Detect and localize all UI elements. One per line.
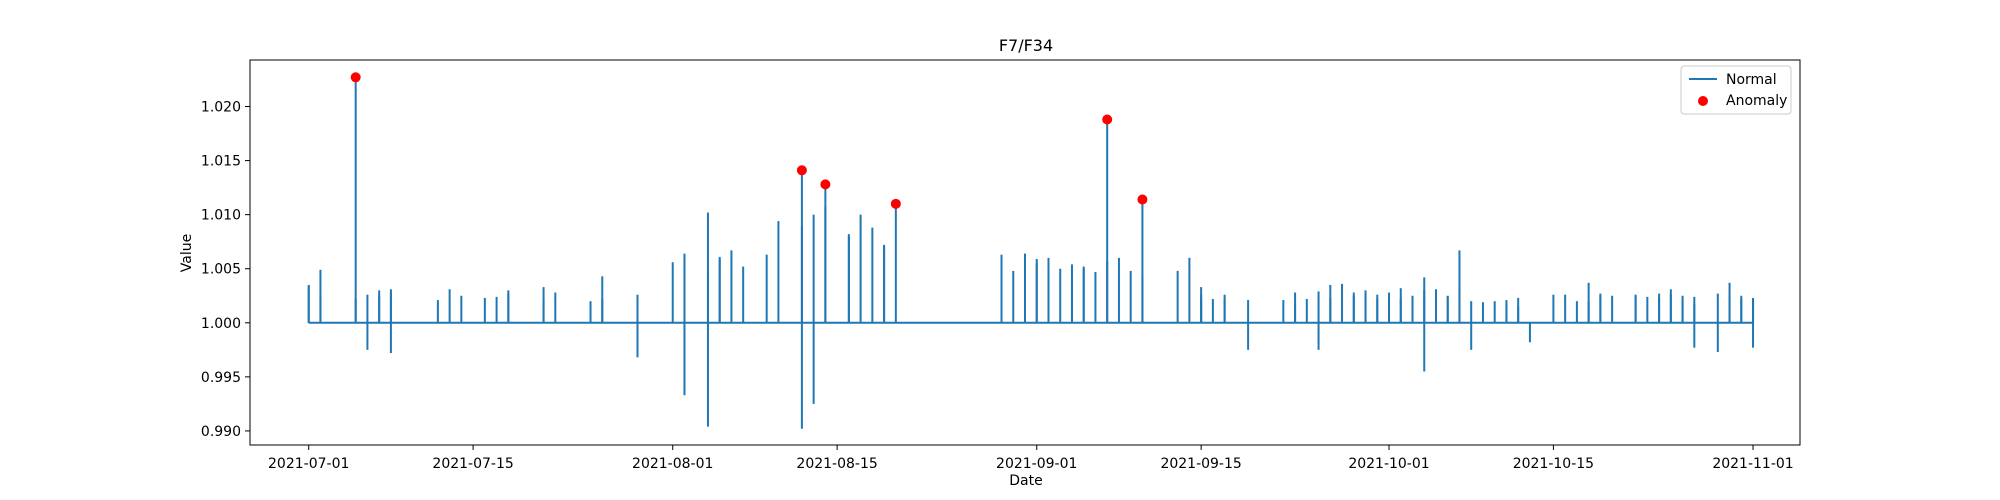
y-tick-label: 1.020 xyxy=(201,100,241,116)
x-tick-label: 2021-08-01 xyxy=(632,456,713,472)
y-tick-label: 1.010 xyxy=(201,208,241,224)
x-tick-label: 2021-07-01 xyxy=(268,456,349,472)
legend-normal-label: Normal xyxy=(1726,72,1777,88)
y-tick-label: 1.015 xyxy=(201,154,241,170)
x-tick-label: 2021-11-01 xyxy=(1712,456,1793,472)
x-tick-label: 2021-10-01 xyxy=(1348,456,1429,472)
anomaly-series xyxy=(350,72,1148,209)
y-tick-label: 1.005 xyxy=(201,262,241,278)
x-tick-label: 2021-09-01 xyxy=(996,456,1077,472)
x-tick-label: 2021-08-15 xyxy=(796,456,877,472)
y-axis: 0.990 0.995 1.000 1.005 1.010 1.015 1.020 xyxy=(201,100,250,440)
anomaly-point xyxy=(1102,114,1113,125)
x-tick-label: 2021-09-15 xyxy=(1160,456,1241,472)
legend-anomaly-label: Anomaly xyxy=(1726,93,1787,109)
legend-anomaly-marker xyxy=(1698,96,1708,106)
normal-series xyxy=(307,77,1755,429)
anomaly-point xyxy=(350,72,361,83)
y-tick-label: 0.995 xyxy=(201,370,241,386)
plot-frame xyxy=(249,59,1801,446)
legend: Normal Anomaly xyxy=(1680,65,1792,115)
anomaly-point xyxy=(796,165,807,176)
anomaly-point xyxy=(1137,194,1148,205)
y-tick-label: 1.000 xyxy=(201,316,241,332)
anomaly-point xyxy=(890,198,901,209)
x-axis-label: Date xyxy=(1009,473,1042,489)
x-tick-label: 2021-07-15 xyxy=(432,456,513,472)
y-axis-label: Value xyxy=(179,234,195,272)
plot-area xyxy=(249,59,1801,446)
anomaly-point xyxy=(820,179,831,190)
chart-title: F7/F34 xyxy=(999,36,1053,55)
x-axis: 2021-07-01 2021-07-15 2021-08-01 2021-08-15… xyxy=(268,445,1794,472)
y-tick-label: 0.990 xyxy=(201,424,241,440)
x-tick-label: 2021-10-15 xyxy=(1513,456,1594,472)
